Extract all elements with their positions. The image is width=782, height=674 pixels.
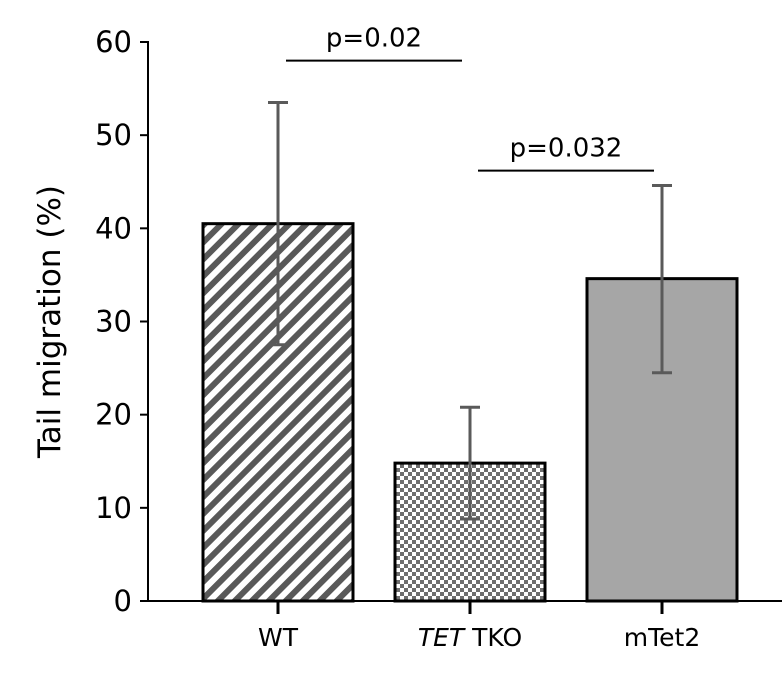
y-tick-label: 10: [95, 491, 132, 525]
y-tick-label: 30: [95, 305, 132, 339]
y-tick-label: 50: [95, 118, 132, 152]
error-bars: [268, 101, 672, 521]
y-tick-label: 40: [95, 211, 132, 245]
x-tick-label: WT: [258, 623, 299, 652]
x-tick-label-text: TKO: [464, 623, 522, 652]
x-tick-label: mTet2: [624, 623, 700, 652]
x-tick-label: TET TKO: [418, 623, 522, 652]
y-tick-label: 20: [95, 398, 132, 432]
y-axis-label: Tail migration (%): [32, 185, 68, 459]
significance-annotations: p=0.02 p=0.032: [286, 24, 654, 172]
labels: 0 10 20 30 40 50 60 Tail migration (%) WT TET TKO…: [32, 25, 700, 652]
p-value-label-1: p=0.032: [510, 134, 623, 164]
x-tick-label-italic: TET: [418, 623, 466, 652]
y-tick-label: 0: [114, 584, 132, 618]
p-value-label-0: p=0.02: [326, 24, 422, 54]
y-tick-label: 60: [95, 25, 132, 59]
